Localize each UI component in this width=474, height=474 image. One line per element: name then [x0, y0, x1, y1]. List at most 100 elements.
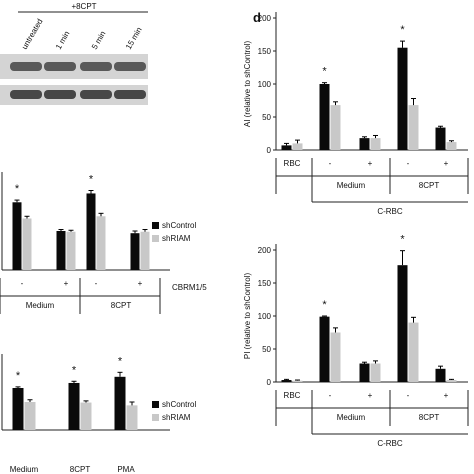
chart-d-bottom: 0 50 100 150 200 PI (relative to shControl) * *… — [243, 234, 469, 448]
legend-swatch — [152, 401, 159, 408]
bar — [12, 388, 24, 430]
bar — [359, 363, 370, 382]
bar — [370, 363, 381, 382]
blot-header: +8CPT — [71, 2, 96, 11]
y-tick-label: 150 — [258, 279, 272, 288]
bar — [96, 216, 106, 270]
y-tick-label: 50 — [262, 345, 271, 354]
blot-band-top — [44, 62, 76, 71]
significance-asterisk: * — [15, 183, 20, 195]
legend-swatch — [152, 222, 159, 229]
panel-d-label: d — [253, 10, 261, 25]
group-label: Medium — [337, 413, 366, 422]
bar — [292, 143, 303, 150]
legend-entry: shControl — [162, 221, 196, 230]
blot-lane-label: 15 min — [124, 26, 144, 51]
bar — [319, 316, 330, 382]
significance-asterisk: * — [322, 299, 327, 311]
category-label: - — [407, 391, 410, 400]
blot-band-top — [80, 62, 112, 71]
bar — [66, 231, 76, 270]
blot-lane-label: untreated — [20, 17, 45, 51]
bar — [114, 376, 126, 430]
bar — [330, 332, 341, 382]
y-tick-label: 50 — [262, 113, 271, 122]
significance-asterisk: * — [400, 234, 405, 246]
group-label: Medium — [337, 181, 366, 190]
bar — [24, 402, 36, 430]
y-tick-label: 100 — [258, 80, 272, 89]
y-tick-label: 100 — [258, 312, 272, 321]
blot-lane-label: 1 min — [54, 30, 72, 51]
blot-band-bottom — [10, 90, 42, 99]
category-label: Medium — [10, 465, 39, 474]
group-label: 8CPT — [419, 413, 440, 422]
bar — [359, 138, 370, 150]
chart-bottom-left: * * * Medium 8CPT PMA shControl shRIAM — [1, 354, 196, 474]
category-label: + — [444, 159, 449, 168]
category-label: 8CPT — [70, 465, 91, 474]
legend-entry: shRIAM — [162, 234, 191, 243]
group-label: Medium — [26, 301, 55, 310]
blot-band-bottom — [114, 90, 146, 99]
category-label: RBC — [284, 391, 301, 400]
group-label: 8CPT — [111, 301, 132, 310]
bar — [408, 322, 419, 382]
bar — [126, 405, 138, 430]
category-label: RBC — [284, 159, 301, 168]
category-label: - — [329, 159, 332, 168]
category-label: - — [95, 279, 98, 288]
group-label-crbc: C-RBC — [377, 439, 403, 448]
condition-label: CBRM1/5 — [172, 283, 207, 292]
significance-asterisk: * — [16, 370, 21, 382]
y-tick-label: 150 — [258, 47, 272, 56]
bar — [397, 47, 408, 151]
blot-band-top — [10, 62, 42, 71]
bar — [435, 127, 446, 150]
y-tick-label: 200 — [258, 14, 272, 23]
bar — [330, 105, 341, 150]
category-label: + — [368, 159, 373, 168]
significance-asterisk: * — [322, 66, 327, 78]
significance-asterisk: * — [72, 364, 77, 376]
category-label: + — [368, 391, 373, 400]
group-label-crbc: C-RBC — [377, 207, 403, 216]
bar — [435, 368, 446, 382]
chart-d-top: 0 50 100 150 200 AI (relative to shControl) * *… — [243, 12, 469, 216]
bar — [56, 230, 66, 270]
group-label: 8CPT — [419, 181, 440, 190]
y-tick-label: 200 — [258, 246, 272, 255]
bar — [292, 380, 303, 382]
bar — [130, 233, 140, 270]
bar — [397, 265, 408, 382]
western-blot: +8CPT untreated 1 min 5 min 15 min — [0, 2, 148, 105]
y-axis-label: PI (relative to shControl) — [243, 273, 252, 360]
blot-band-bottom — [80, 90, 112, 99]
category-label: PMA — [117, 465, 135, 474]
bar — [281, 380, 292, 382]
legend-swatch — [152, 235, 159, 242]
category-label: - — [21, 279, 24, 288]
blot-band-bottom — [44, 90, 76, 99]
legend-swatch — [152, 414, 159, 421]
y-axis-label: AI (relative to shControl) — [243, 41, 252, 128]
legend-entry: shControl — [162, 400, 196, 409]
bar — [281, 145, 292, 150]
category-label: + — [64, 279, 69, 288]
significance-asterisk: * — [89, 174, 94, 186]
significance-asterisk: * — [118, 355, 123, 367]
blot-lane-label: 5 min — [90, 30, 108, 51]
bar — [68, 382, 80, 430]
bar — [446, 380, 457, 382]
bar — [140, 231, 150, 270]
category-label: + — [138, 279, 143, 288]
category-label: - — [407, 159, 410, 168]
bar — [408, 105, 419, 150]
y-tick-label: 0 — [267, 146, 272, 155]
bar — [370, 138, 381, 150]
bar — [12, 202, 22, 270]
category-label: - — [329, 391, 332, 400]
bar — [446, 142, 457, 150]
bar — [22, 218, 32, 270]
